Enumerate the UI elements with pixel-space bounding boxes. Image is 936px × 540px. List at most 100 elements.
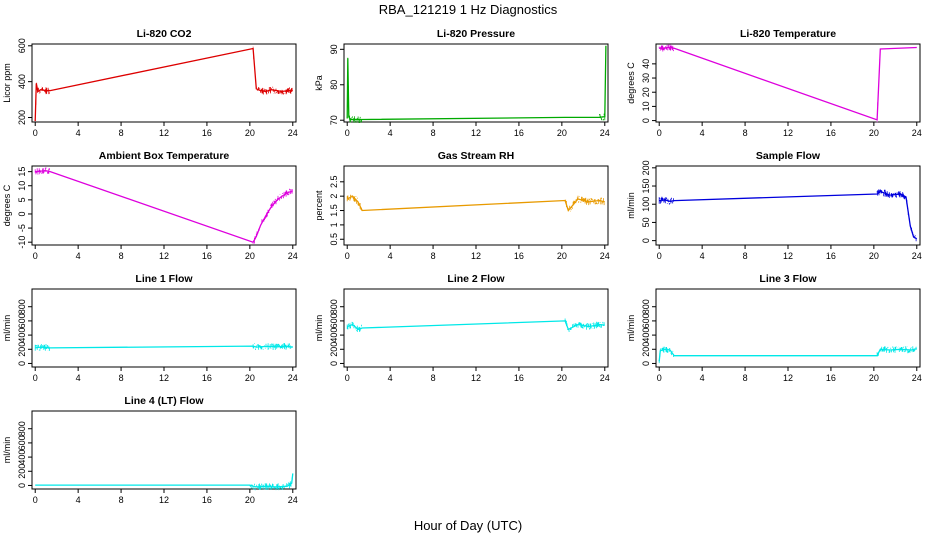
y-tick-label: 70 (329, 115, 339, 125)
chart-title: Line 2 Flow (447, 273, 505, 285)
data-noise-band (664, 197, 670, 205)
chart-panel-4: Ambient Box Temperature degrees C 0 4 8 12 16 2… (2, 150, 298, 261)
data-noise-band (599, 113, 605, 121)
chart-title: Sample Flow (756, 150, 821, 162)
data-noise-band (265, 204, 271, 218)
chart-title: Line 4 (LT) Flow (124, 395, 204, 407)
figure-title: RBA_121219 1 Hz Diagnostics (378, 2, 558, 17)
data-noise-band (564, 199, 568, 209)
plot-frame (343, 43, 609, 123)
chart-title: Li-820 Pressure (437, 28, 515, 40)
y-tick-label: 30 (641, 73, 651, 83)
data-noise-band (37, 87, 41, 94)
y-tick-label: 200 (641, 342, 651, 357)
x-tick-label: 8 (743, 251, 748, 261)
data-noise-band (658, 44, 670, 52)
plot-frame (31, 410, 297, 490)
data-noise-band (346, 194, 353, 202)
data-noise-band (287, 343, 293, 349)
data-series-line (35, 345, 293, 349)
chart-panel-10: Line 4 (LT) Flow ml/min 0 4 8 12 16 20 24 0 200400… (2, 395, 298, 505)
data-noise-band (40, 344, 46, 351)
y-tick-label: 800 (641, 299, 651, 314)
y-tick-label: 400 (17, 328, 27, 343)
x-tick-label: 24 (600, 128, 610, 138)
y-tick-label: 80 (329, 80, 339, 90)
x-tick-label: 8 (119, 373, 124, 383)
x-tick-label: 0 (657, 373, 662, 383)
data-noise-band (34, 344, 41, 351)
x-tick-label: 16 (202, 373, 212, 383)
y-axis-label: kPa (314, 75, 324, 91)
x-tick-label: 4 (76, 495, 81, 505)
y-tick-label: 5 (17, 197, 27, 202)
x-tick-label: 12 (783, 251, 793, 261)
x-tick-label: 12 (159, 373, 169, 383)
y-tick-label: 600 (329, 313, 339, 328)
chart-panel-2: Li-820 Pressure kPa 0 4 8 12 16 20 24 70 80 90 (314, 28, 610, 138)
data-noise-band (270, 86, 277, 94)
y-tick-label: 2.5 (329, 176, 339, 189)
x-tick-label: 4 (700, 128, 705, 138)
x-tick-label: 8 (119, 495, 124, 505)
y-tick-label: 90 (329, 44, 339, 54)
chart-title: Li-820 Temperature (740, 28, 836, 40)
x-tick-label: 0 (33, 373, 38, 383)
plot-frame (31, 288, 297, 368)
data-noise-band (255, 86, 261, 91)
x-tick-label: 16 (826, 128, 836, 138)
chart-panel-6: Sample Flow ml/min 0 4 8 12 16 20 24 0 50 100 150 200 (626, 150, 922, 261)
x-tick-label: 24 (912, 251, 922, 261)
data-noise-band (45, 167, 50, 174)
chart-panel-9: Line 3 Flow ml/min 0 4 8 12 16 20 24 0 20040060080… (626, 273, 922, 383)
data-noise-band (265, 343, 277, 350)
data-noise-band (564, 318, 568, 330)
x-tick-label: 20 (869, 128, 879, 138)
data-noise-band (265, 483, 277, 491)
y-tick-label: 0 (17, 361, 27, 366)
x-tick-label: 8 (743, 128, 748, 138)
data-noise-band (249, 483, 255, 490)
data-noise-band (658, 351, 661, 364)
y-axis-label: degrees C (626, 62, 636, 104)
y-tick-label: -10 (17, 236, 27, 249)
data-noise-band (254, 483, 266, 491)
y-axis-label: percent (314, 190, 324, 221)
data-noise-band (900, 192, 906, 200)
data-noise-band (40, 86, 46, 93)
data-noise-band (276, 194, 282, 202)
x-tick-label: 8 (743, 373, 748, 383)
x-tick-label: 4 (388, 251, 393, 261)
y-tick-label: 1.5 (329, 204, 339, 217)
y-tick-label: 400 (17, 74, 27, 89)
x-tick-label: 4 (700, 251, 705, 261)
y-tick-label: 400 (17, 450, 27, 465)
chart-panel-3: Li-820 Temperature degrees C 0 4 8 12 16 20 24 0 1… (626, 28, 922, 138)
y-tick-label: 0 (641, 118, 651, 123)
x-tick-label: 24 (288, 373, 298, 383)
data-series-line (659, 190, 918, 240)
x-tick-label: 0 (657, 128, 662, 138)
x-tick-label: 24 (912, 128, 922, 138)
data-noise-band (252, 236, 256, 244)
data-series-line (659, 46, 917, 121)
data-noise-band (658, 196, 665, 204)
data-noise-band (255, 344, 266, 350)
chart-title: Ambient Box Temperature (99, 150, 230, 162)
x-tick-label: 24 (288, 128, 298, 138)
x-tick-label: 20 (245, 373, 255, 383)
chart-title: Line 1 Flow (135, 273, 193, 285)
plot-frame (655, 165, 921, 246)
x-tick-label: 0 (345, 251, 350, 261)
x-tick-label: 24 (600, 373, 610, 383)
x-tick-label: 0 (657, 251, 662, 261)
x-tick-label: 20 (245, 495, 255, 505)
data-noise-band (669, 348, 674, 357)
chart-panel-8: Line 2 Flow ml/min 0 4 8 12 16 20 24 0 20040060080… (314, 273, 610, 383)
y-tick-label: 0 (641, 238, 651, 243)
plot-frame (31, 165, 297, 246)
chart-panel-7: Line 1 Flow ml/min 0 4 8 12 16 20 24 0 20040060080… (2, 273, 298, 383)
y-tick-label: 800 (329, 299, 339, 314)
data-noise-band (252, 343, 256, 350)
